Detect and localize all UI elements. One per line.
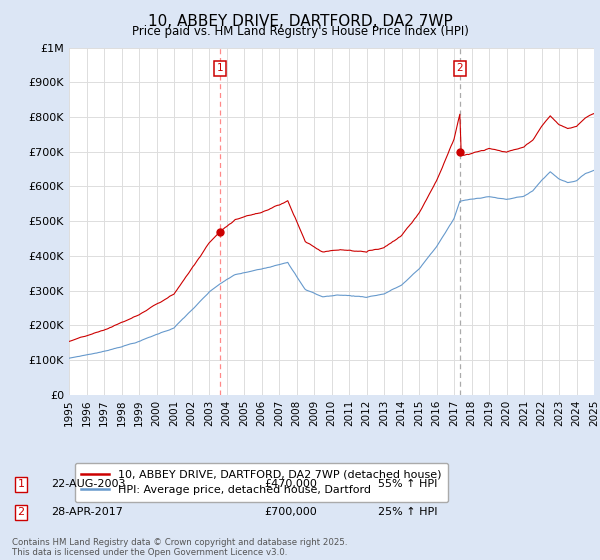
- Text: 1: 1: [217, 63, 224, 73]
- Text: 1: 1: [17, 479, 25, 489]
- Text: Contains HM Land Registry data © Crown copyright and database right 2025.
This d: Contains HM Land Registry data © Crown c…: [12, 538, 347, 557]
- Text: 25% ↑ HPI: 25% ↑ HPI: [378, 507, 437, 517]
- Text: Price paid vs. HM Land Registry's House Price Index (HPI): Price paid vs. HM Land Registry's House …: [131, 25, 469, 38]
- Text: 10, ABBEY DRIVE, DARTFORD, DA2 7WP: 10, ABBEY DRIVE, DARTFORD, DA2 7WP: [148, 14, 452, 29]
- Legend: 10, ABBEY DRIVE, DARTFORD, DA2 7WP (detached house), HPI: Average price, detache: 10, ABBEY DRIVE, DARTFORD, DA2 7WP (deta…: [74, 463, 448, 502]
- Text: 22-AUG-2003: 22-AUG-2003: [51, 479, 125, 489]
- Text: £700,000: £700,000: [264, 507, 317, 517]
- Text: 55% ↑ HPI: 55% ↑ HPI: [378, 479, 437, 489]
- Text: 28-APR-2017: 28-APR-2017: [51, 507, 123, 517]
- Text: £470,000: £470,000: [264, 479, 317, 489]
- Text: 2: 2: [17, 507, 25, 517]
- Text: 2: 2: [457, 63, 463, 73]
